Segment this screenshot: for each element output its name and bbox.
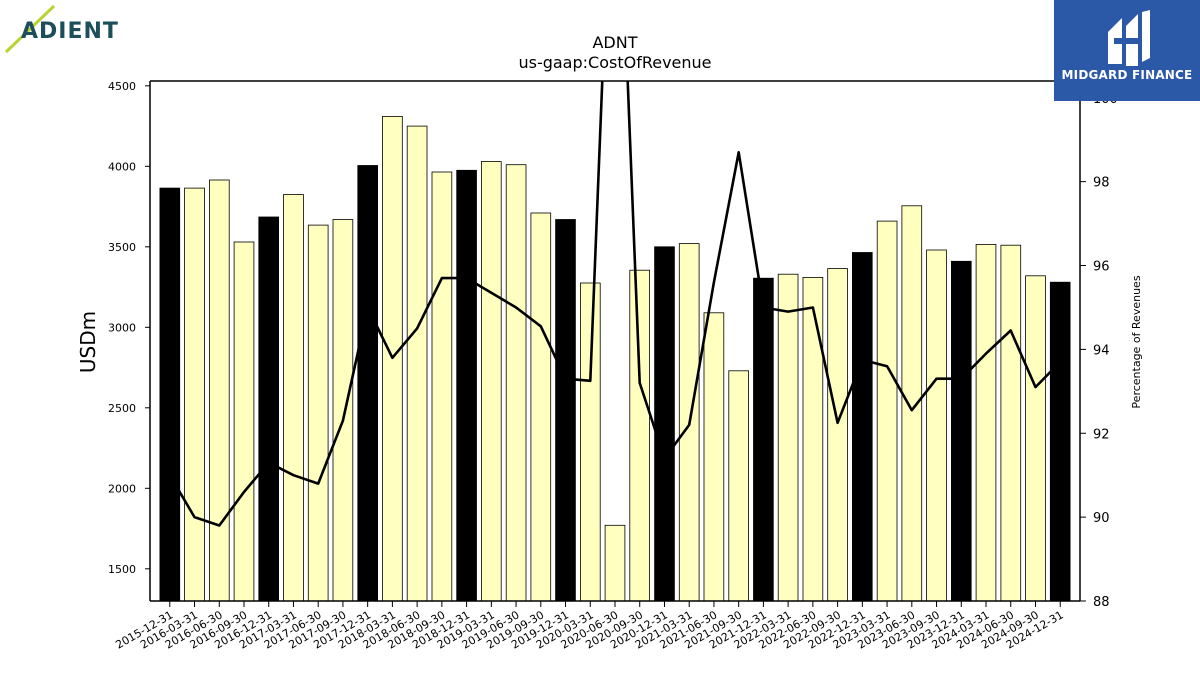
- bar-2016-03-31: [184, 187, 205, 602]
- bar-2023-03-31: [876, 220, 898, 602]
- y-axis-label: USDm: [76, 311, 100, 373]
- bar-2017-03-31: [283, 194, 304, 602]
- y-tick-label-3000: 3000: [108, 321, 136, 334]
- bar-2022-06-30: [802, 276, 824, 602]
- axes: 1500 2000 2500 3000 3500 4000 4500 88 90 92 94 96 98…: [108, 80, 1118, 652]
- bar-2018-06-30: [406, 125, 428, 602]
- bar-2020-06-30: [604, 524, 626, 602]
- bar-2021-09-30: [728, 370, 749, 602]
- y-tick-label-2000: 2000: [108, 482, 136, 495]
- bar-2022-12-31: [852, 252, 873, 602]
- bar-2017-09-30: [332, 219, 354, 602]
- y2-tick-label-90: 90: [1093, 511, 1110, 526]
- bar-2020-12-31: [654, 246, 675, 602]
- bar-2019-06-30: [505, 164, 527, 602]
- bar-2021-12-31: [753, 277, 774, 602]
- logo-slash-icon: [4, 4, 56, 54]
- bar-2023-09-30: [926, 249, 947, 602]
- bar-2023-12-31: [951, 260, 972, 602]
- y2-tick-label-94: 94: [1093, 343, 1110, 358]
- adient-logo: ADIENT: [0, 0, 140, 60]
- bar-2022-09-30: [827, 268, 848, 602]
- midgard-finance-name: MIDGARD FINANCE: [1061, 68, 1193, 82]
- y-tick-label-3500: 3500: [108, 241, 136, 254]
- y2-tick-label-92: 92: [1093, 427, 1110, 442]
- bar-2018-09-30: [431, 171, 453, 602]
- bar-2019-03-31: [480, 161, 502, 602]
- bar-2024-12-31: [1049, 281, 1071, 602]
- bar-2024-03-31: [975, 243, 997, 602]
- y2-axis-label: Percentage of Revenues: [1130, 275, 1143, 408]
- bar-2016-12-31: [258, 216, 279, 602]
- bar-2016-09-30: [233, 241, 255, 602]
- y-tick-label-2500: 2500: [108, 402, 136, 415]
- midgard-logo-icon: [1108, 10, 1150, 66]
- bar-2019-12-31: [555, 219, 576, 602]
- bar-2022-03-31: [777, 273, 799, 602]
- bar-2024-09-30: [1025, 275, 1046, 602]
- bar-2020-09-30: [629, 269, 650, 602]
- bar-2017-12-31: [357, 165, 378, 602]
- y-tick-label-4000: 4000: [108, 160, 136, 173]
- bar-2021-06-30: [703, 312, 725, 602]
- bar-2018-12-31: [456, 169, 477, 602]
- adient-logo-text: ADIENT: [21, 19, 119, 44]
- bar-series: [159, 116, 1071, 602]
- y2-tick-label-98: 98: [1093, 176, 1110, 191]
- bar-2015-12-31: [159, 187, 181, 602]
- chart-subtitle: us-gaap:CostOfRevenue: [518, 53, 711, 72]
- chart-title: ADNT: [592, 33, 637, 52]
- y2-tick-label-96: 96: [1093, 260, 1110, 275]
- bar-2019-09-30: [530, 212, 552, 602]
- percentage-line: [168, 81, 1062, 527]
- y-tick-label-1500: 1500: [108, 563, 136, 576]
- midgard-finance-badge: MIDGARD FINANCE: [1054, 0, 1200, 101]
- y2-tick-label-88: 88: [1093, 595, 1110, 610]
- bar-2024-06-30: [1000, 244, 1022, 602]
- adient-logo-mark: ADIENT: [4, 4, 119, 54]
- y-tick-label-4500: 4500: [108, 80, 136, 93]
- bar-2017-06-30: [307, 224, 329, 602]
- bar-2016-06-30: [208, 179, 230, 602]
- line-series: [168, 81, 1062, 527]
- bar-2020-03-31: [580, 282, 601, 602]
